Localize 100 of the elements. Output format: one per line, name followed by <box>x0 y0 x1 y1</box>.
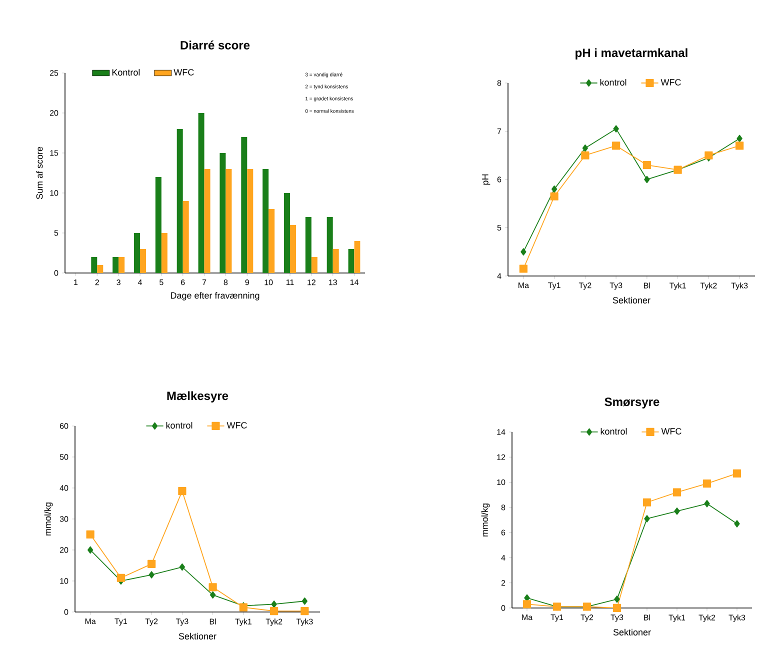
y-tick-label: 10 <box>497 479 506 486</box>
x-axis-title: Sektioner <box>178 632 216 640</box>
x-tick-label: Tyk1 <box>670 282 686 290</box>
bar <box>220 152 226 273</box>
y-tick-label: 14 <box>497 429 506 435</box>
point <box>302 597 308 605</box>
x-tick-label: Ty3 <box>176 618 188 626</box>
y-tick-label: 30 <box>60 516 68 522</box>
x-tick-label: Ty1 <box>550 614 564 622</box>
legend-label: kontrol <box>166 422 192 429</box>
x-tick-label: 12 <box>308 280 316 286</box>
bar <box>348 248 354 273</box>
point <box>116 574 125 582</box>
y-tick-label: 20 <box>60 547 68 553</box>
point <box>271 600 277 608</box>
bar <box>311 256 318 273</box>
legend-label: WFC <box>174 69 194 76</box>
x-tick-label: 2 <box>95 280 99 286</box>
y-tick-label: 5 <box>54 230 58 236</box>
y-tick-label: 60 <box>60 423 68 429</box>
point <box>148 571 154 578</box>
y-tick-label: 0 <box>64 609 68 615</box>
x-tick-label: 5 <box>160 280 164 286</box>
point <box>736 134 742 142</box>
x-tick-label: 4 <box>138 280 142 286</box>
y-tick-label: 4 <box>501 554 506 560</box>
y-tick-label: 50 <box>60 454 68 460</box>
point <box>732 469 742 478</box>
point <box>734 520 740 528</box>
chart-title: Diarré score <box>180 40 250 50</box>
y-tick-label: 2 <box>501 580 506 586</box>
x-tick-label: Tyk1 <box>668 614 686 622</box>
legend-label: WFC <box>661 428 682 434</box>
point <box>520 248 526 256</box>
y-tick-label: 6 <box>497 176 502 182</box>
bar <box>161 232 168 273</box>
x-tick-label: Bl <box>210 618 216 624</box>
bar <box>284 192 290 273</box>
point <box>148 560 156 568</box>
x-tick-label: 11 <box>286 280 294 286</box>
x-tick-label: Ty2 <box>145 618 158 626</box>
bar <box>134 232 140 273</box>
point <box>642 498 652 506</box>
point <box>87 546 94 554</box>
x-tick-label: Ty3 <box>610 614 624 622</box>
chart-title: pH i mavetarmkanal <box>576 48 688 60</box>
y-tick-label: 20 <box>50 110 58 116</box>
point <box>644 176 650 184</box>
x-tick-label: Ma <box>522 614 533 620</box>
point <box>612 142 620 150</box>
bar <box>268 208 275 273</box>
y-tick-label: 10 <box>50 190 58 196</box>
y-tick-label: 25 <box>50 70 58 76</box>
x-tick-label: 6 <box>181 280 185 286</box>
point <box>581 151 590 160</box>
bar <box>112 256 119 273</box>
x-tick-label: Bl <box>644 282 650 288</box>
bar <box>226 168 232 273</box>
x-axis-title: Sektioner <box>612 296 650 304</box>
x-tick-label: Tyk2 <box>700 282 717 290</box>
point <box>672 488 682 496</box>
bar <box>198 112 204 273</box>
y-axis-title: mmol/kg <box>44 502 53 536</box>
point <box>704 500 710 508</box>
x-tick-label: Ma <box>518 282 529 288</box>
bar <box>247 168 254 273</box>
bar <box>97 264 104 273</box>
x-tick-label: 10 <box>264 280 273 286</box>
x-tick-label: Ty3 <box>610 282 622 290</box>
x-tick-label: Tyk3 <box>296 618 313 626</box>
y-tick-label: 4 <box>497 273 502 279</box>
point <box>210 591 216 599</box>
point <box>522 600 532 608</box>
x-axis-title: Sektioner <box>613 628 651 636</box>
x-tick-label: Ty1 <box>114 618 128 626</box>
bar <box>155 176 162 273</box>
point <box>613 125 619 132</box>
point <box>644 515 650 522</box>
y-tick-label: 6 <box>501 530 506 536</box>
x-tick-label: 1 <box>74 280 78 286</box>
x-tick-label: 9 <box>245 280 249 286</box>
bar <box>354 240 360 273</box>
y-tick-label: 8 <box>501 504 506 510</box>
point <box>86 530 94 539</box>
point <box>582 144 588 152</box>
x-axis-title: Dage efter fravænning <box>170 292 260 300</box>
y-axis-title: mmol/kg <box>481 504 490 536</box>
point <box>550 192 558 200</box>
legend-label: Kontrol <box>112 68 140 76</box>
point <box>208 583 217 592</box>
x-tick-label: Tyk2 <box>266 618 282 626</box>
point <box>614 596 620 603</box>
bar <box>262 168 269 273</box>
y-tick-label: 40 <box>60 485 68 491</box>
y-tick-label: 12 <box>497 454 506 460</box>
bar <box>326 216 333 273</box>
x-tick-label: Tyk1 <box>235 618 252 626</box>
y-axis-title: pH <box>482 174 490 185</box>
x-tick-label: Bl <box>644 614 650 620</box>
x-tick-label: Ty2 <box>580 614 594 622</box>
